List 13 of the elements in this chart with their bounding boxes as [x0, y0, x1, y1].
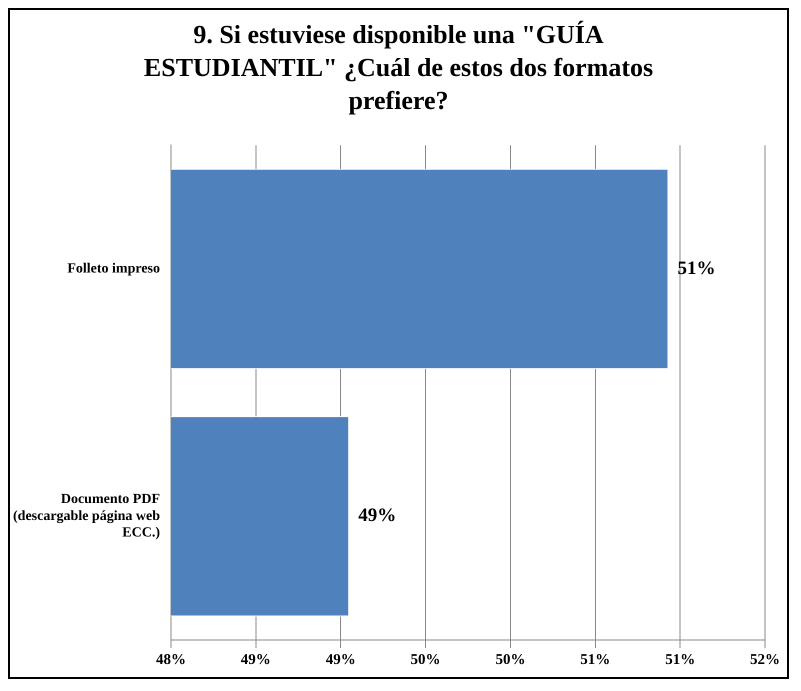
chart-title: 9. Si estuviese disponible una "GUÍA ESTUDIANTIL" ¿Cuál de estos dos formatos prefiere? [142, 19, 654, 117]
x-tick-label: 49% [326, 652, 356, 668]
x-tick-label: 51% [580, 652, 610, 668]
y-tick-label: Documento PDF (descargable página web ECC.) [13, 492, 160, 541]
y-tick-label: Folleto impreso [67, 262, 160, 277]
x-tick-label: 50% [410, 652, 441, 668]
x-tick-label: 50% [495, 652, 526, 668]
data-label: 51% [677, 258, 716, 279]
data-label: 49% [358, 505, 396, 526]
x-tick-label: 48% [156, 652, 186, 668]
x-tick-label: 51% [665, 652, 696, 668]
x-tick-label: 49% [240, 652, 271, 668]
x-tick-label: 52% [750, 652, 780, 668]
